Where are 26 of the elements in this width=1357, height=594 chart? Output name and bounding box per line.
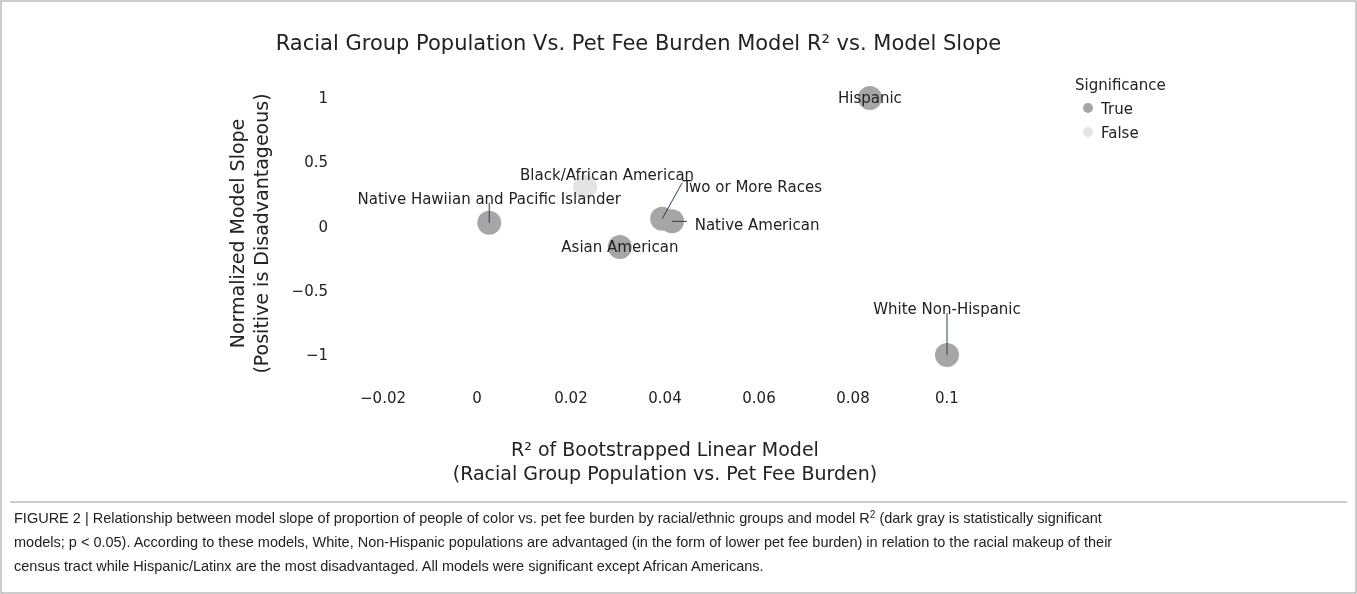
y-tick-label: −0.5 bbox=[291, 281, 328, 300]
legend-label: False bbox=[1101, 124, 1139, 142]
x-tick-label: 0.02 bbox=[554, 389, 588, 407]
y-tick-label: 1 bbox=[318, 89, 328, 107]
annotation: Asian American bbox=[561, 238, 679, 257]
x-tick-label: 0 bbox=[472, 389, 482, 407]
annotation: White Non-Hispanic bbox=[873, 300, 1021, 318]
chart-title: Racial Group Population Vs. Pet Fee Burden Model R² vs. Model Slope bbox=[275, 31, 1002, 55]
y-axis-title: Normalized Model Slope (Positive is Disadvantageous) bbox=[226, 93, 272, 374]
x-tick-label: 0.08 bbox=[836, 389, 870, 407]
caption: FIGURE 2 | Relationship between model slope of proportion of people of color vs. pet fee burden by racial/ethnic groups and model R$^{2}$ (dark gray is statistically significant models; p < 0.05). According to these models, White, Non-Hispanic populations are advantaged (in the form of lower pet fee burden) in relation to the racial makeup of their census tract while Hispanic/Latinx are the most disadvantaged. All models were significant except African Americans. bbox=[14, 508, 1113, 574]
legend-title: Significance bbox=[1075, 76, 1166, 94]
annotation: Native Hawiian and Pacific Islander bbox=[357, 189, 622, 208]
annotation: Native American bbox=[694, 216, 820, 235]
x-tick-label: 0.06 bbox=[742, 389, 776, 407]
x-tick-label: 0.04 bbox=[648, 389, 682, 407]
annotation: Hispanic bbox=[837, 89, 902, 107]
x-axis-title: R² of Bootstrapped Linear Model (Racial Group Population vs. Pet Fee Burden) bbox=[452, 438, 878, 484]
y-tick-label: −1 bbox=[305, 346, 328, 364]
point bbox=[477, 210, 502, 235]
y-tick-label: 0.5 bbox=[304, 153, 328, 172]
y-tick-label: 0 bbox=[318, 217, 328, 236]
point bbox=[935, 343, 959, 367]
legend-label: True bbox=[1100, 100, 1133, 118]
x-tick-label: −0.02 bbox=[360, 389, 406, 407]
x-tick-label: 0.1 bbox=[935, 389, 959, 407]
